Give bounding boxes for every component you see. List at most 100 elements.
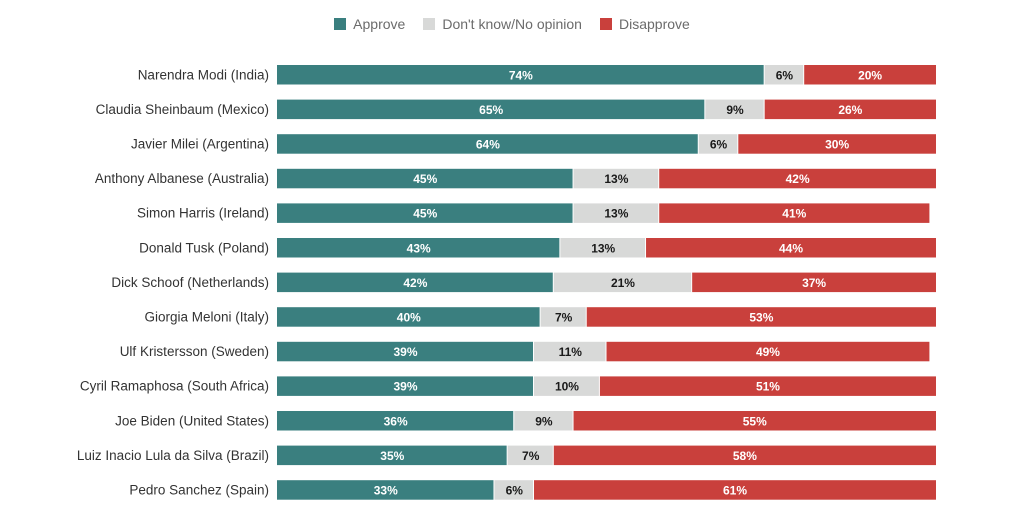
data-label-disapprove: 20%: [858, 68, 882, 82]
category-label: Anthony Albanese (Australia): [95, 171, 269, 186]
bar-segment-disapprove: [553, 445, 936, 466]
bar-segment-approve: [277, 238, 560, 258]
bar-row-giorgia-meloni-italy: Giorgia Meloni (Italy) 40% 7% 53%: [144, 307, 936, 327]
data-label-approve: 74%: [509, 68, 533, 82]
bar-segment-approve: [277, 480, 494, 500]
data-label-approve: 42%: [403, 276, 427, 290]
bar-row-pedro-sanchez-spain: Pedro Sanchez (Spain) 33% 6% 61%: [129, 480, 936, 500]
bar-segment-approve: [277, 376, 534, 396]
data-label-don-t-know-no-opinion: 6%: [710, 137, 728, 151]
bar-segment-don-t-know-no-opinion: [705, 99, 764, 120]
bar-segment-don-t-know-no-opinion: [534, 341, 606, 362]
legend-item-approve: Approve: [334, 16, 405, 32]
data-label-disapprove: 41%: [782, 207, 806, 221]
data-label-disapprove: 58%: [733, 449, 757, 463]
data-label-don-t-know-no-opinion: 9%: [535, 414, 553, 428]
category-label: Joe Biden (United States): [115, 413, 269, 428]
bar-segment-don-t-know-no-opinion: [534, 376, 599, 396]
bar-segment-disapprove: [586, 307, 936, 327]
data-label-approve: 39%: [393, 345, 417, 359]
data-label-don-t-know-no-opinion: 6%: [776, 68, 794, 82]
legend-label-approve: Approve: [353, 16, 406, 32]
bar-segment-approve: [277, 168, 573, 189]
legend-label-disapprove: Disapprove: [618, 16, 690, 32]
data-label-disapprove: 37%: [802, 276, 826, 290]
data-label-don-t-know-no-opinion: 10%: [555, 380, 579, 394]
bar-row-anthony-albanese-australia: Anthony Albanese (Australia) 45% 13% 42%: [95, 168, 936, 189]
bar-segment-don-t-know-no-opinion: [553, 272, 692, 293]
bar-segment-don-t-know-no-opinion: [494, 480, 534, 500]
data-label-approve: 35%: [380, 449, 404, 463]
data-label-don-t-know-no-opinion: 9%: [726, 103, 744, 117]
data-label-approve: 39%: [393, 380, 417, 394]
bar-segment-disapprove: [573, 411, 936, 431]
bar-segment-disapprove: [692, 272, 936, 293]
bar-segment-approve: [277, 203, 573, 223]
category-label: Claudia Sheinbaum (Mexico): [96, 102, 269, 117]
bar-segment-approve: [277, 134, 698, 154]
data-label-don-t-know-no-opinion: 7%: [555, 310, 573, 324]
bar-row-claudia-sheinbaum-mexico: Claudia Sheinbaum (Mexico) 65% 9% 26%: [96, 99, 936, 120]
bar-segment-don-t-know-no-opinion: [540, 307, 586, 327]
data-label-disapprove: 44%: [779, 241, 803, 255]
data-label-don-t-know-no-opinion: 11%: [559, 345, 583, 359]
legend-item-disapprove: Disapprove: [599, 16, 690, 32]
bar-segment-approve: [277, 307, 540, 327]
data-label-disapprove: 26%: [838, 103, 862, 117]
bar-row-luiz-inacio-lula-da-silva-brazil: Luiz Inacio Lula da Silva (Brazil) 35% 7% 5…: [77, 445, 936, 466]
category-label: Pedro Sanchez (Spain): [129, 482, 269, 497]
data-label-don-t-know-no-opinion: 6%: [506, 483, 524, 497]
bar-segment-disapprove: [534, 480, 936, 500]
data-label-don-t-know-no-opinion: 13%: [604, 207, 628, 221]
legend-item-dont-know: Don't know/No opinion: [423, 16, 582, 32]
legend-swatch-approve: [334, 18, 347, 30]
category-label: Ulf Kristersson (Sweden): [120, 344, 269, 359]
bar-segment-disapprove: [646, 238, 936, 258]
data-label-disapprove: 42%: [786, 172, 810, 186]
bar-row-dick-schoof-netherlands: Dick Schoof (Netherlands) 42% 21% 37%: [111, 272, 936, 293]
category-label: Giorgia Meloni (Italy): [144, 309, 269, 324]
data-label-disapprove: 30%: [825, 137, 849, 151]
chart-legend: Approve Don't know/No opinion Disapprove: [0, 16, 1024, 32]
category-label: Dick Schoof (Netherlands): [111, 275, 269, 290]
bar-segment-disapprove: [738, 134, 936, 154]
bar-segment-don-t-know-no-opinion: [764, 65, 804, 85]
data-label-approve: 33%: [374, 483, 398, 497]
data-label-disapprove: 55%: [743, 414, 767, 428]
category-label: Donald Tusk (Poland): [139, 240, 269, 255]
bar-row-joe-biden-united-states: Joe Biden (United States) 36% 9% 55%: [115, 411, 936, 431]
bar-segment-approve: [277, 445, 507, 466]
legend-swatch-disapprove: [599, 18, 612, 30]
bar-segment-disapprove: [599, 376, 936, 396]
bar-segment-disapprove: [659, 203, 930, 223]
bar-segment-don-t-know-no-opinion: [507, 445, 553, 466]
category-label: Luiz Inacio Lula da Silva (Brazil): [77, 448, 269, 463]
data-label-approve: 45%: [413, 172, 437, 186]
data-label-approve: 45%: [413, 207, 437, 221]
bar-segment-approve: [277, 99, 705, 120]
data-label-don-t-know-no-opinion: 7%: [522, 449, 540, 463]
bar-row-javier-milei-argentina: Javier Milei (Argentina) 64% 6% 30%: [131, 134, 936, 154]
data-label-approve: 65%: [479, 103, 503, 117]
bar-segment-disapprove: [659, 168, 936, 189]
category-label: Narendra Modi (India): [138, 67, 269, 82]
bar-segment-approve: [277, 272, 553, 293]
bar-segment-approve: [277, 65, 764, 85]
data-label-don-t-know-no-opinion: 13%: [604, 172, 628, 186]
legend-swatch-dont-know: [423, 18, 436, 30]
bar-segment-approve: [277, 341, 534, 362]
bar-row-donald-tusk-poland: Donald Tusk (Poland) 43% 13% 44%: [139, 238, 936, 258]
data-label-approve: 64%: [476, 137, 500, 151]
data-label-approve: 36%: [384, 414, 408, 428]
category-label: Cyril Ramaphosa (South Africa): [80, 379, 269, 394]
data-label-don-t-know-no-opinion: 13%: [591, 241, 615, 255]
bar-segment-don-t-know-no-opinion: [514, 411, 573, 431]
bar-segment-disapprove: [764, 99, 936, 120]
bar-segment-disapprove: [606, 341, 930, 362]
data-label-don-t-know-no-opinion: 21%: [611, 276, 635, 290]
category-label: Javier Milei (Argentina): [131, 136, 269, 151]
data-label-disapprove: 53%: [749, 310, 773, 324]
category-label: Simon Harris (Ireland): [137, 206, 269, 221]
bar-segment-don-t-know-no-opinion: [573, 203, 659, 223]
